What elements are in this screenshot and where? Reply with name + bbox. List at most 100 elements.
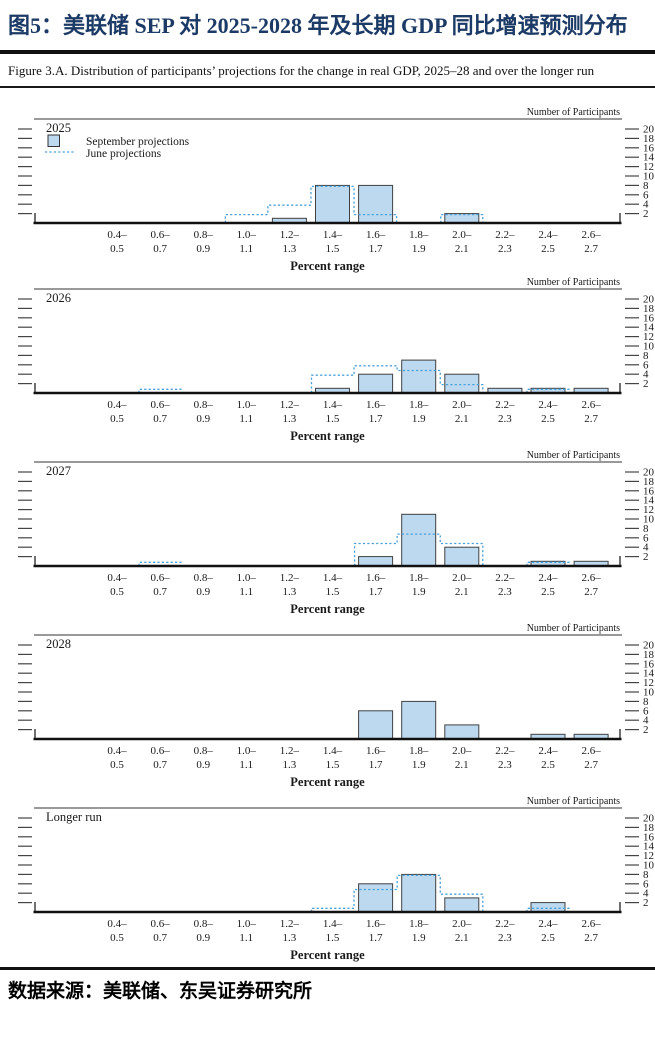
- chart-text: 18: [643, 476, 655, 488]
- data-source: 数据来源：美联储、东吴证券研究所: [8, 981, 313, 1002]
- chart-text: 0.6–: [150, 572, 170, 584]
- chart-text: 1.3: [283, 586, 297, 598]
- june-projections-line: [310, 874, 570, 912]
- chart-text: 1.6–: [366, 745, 386, 757]
- chart-text: Number of Participants: [527, 277, 620, 288]
- chart-text: 2.2–: [495, 918, 515, 930]
- chart-text: 2.7: [584, 932, 598, 944]
- chart-text: 1.0–: [237, 399, 257, 411]
- september-bars: [358, 513, 609, 567]
- bar-1.8–1.9: [401, 700, 437, 740]
- chart-text: 0.4–: [107, 918, 127, 930]
- chart-text: 10: [643, 514, 655, 526]
- chart-text: 2.6–: [581, 399, 601, 411]
- chart-text: 1.6–: [366, 229, 386, 241]
- chart-text: 2.7: [584, 243, 598, 255]
- chart-area: Number of Participants 2 4 6 8 10 12 14 16 18 20 0.…: [0, 88, 655, 967]
- chart-text: 1.2–: [280, 918, 300, 930]
- chart-text: 0.8–: [194, 399, 214, 411]
- chart-text: 1.7: [369, 243, 383, 255]
- chart-text: 2.4–: [538, 918, 558, 930]
- chart-text: Percent range: [290, 948, 365, 962]
- chart-text: September projections: [86, 136, 190, 148]
- chart-text: 2.1: [455, 759, 469, 771]
- chart-text: 2.2–: [495, 572, 515, 584]
- chart-text: 16: [643, 312, 655, 324]
- bar-2.0–2.1: [444, 546, 480, 567]
- chart-text: 4: [643, 715, 649, 727]
- chart-text: 1.4–: [323, 572, 343, 584]
- chart-text: 0.5: [110, 932, 124, 944]
- chart-text: 16: [643, 831, 655, 843]
- chart-text: 2: [643, 897, 649, 909]
- chart-text: 8: [643, 350, 649, 362]
- chart-text: 14: [643, 495, 655, 507]
- september-bars: [358, 873, 566, 913]
- chart-text: 1.6–: [366, 572, 386, 584]
- chart-text: 2: [643, 724, 649, 736]
- chart-text: 2.3: [498, 586, 512, 598]
- chart-text: 2.3: [498, 413, 512, 425]
- chart-text: 2.5: [541, 932, 555, 944]
- chart-text: 2.0–: [452, 918, 472, 930]
- chart-text: 0.5: [110, 759, 124, 771]
- chart-text: 8: [643, 180, 649, 192]
- chart-text: 2.6–: [581, 229, 601, 241]
- chart-text: 1.7: [369, 586, 383, 598]
- chart-text: 16: [643, 142, 655, 154]
- chart-text: 10: [643, 171, 655, 183]
- chart-text: 0.9: [196, 413, 210, 425]
- chart-text: 0.9: [196, 586, 210, 598]
- chart-text: 20: [643, 467, 655, 479]
- chart-text: 1.8–: [409, 745, 429, 757]
- chart-text: 2.3: [498, 932, 512, 944]
- chart-text: 1.5: [326, 413, 340, 425]
- chart-text: 1.3: [283, 243, 297, 255]
- chart-text: 0.4–: [107, 399, 127, 411]
- chart-text: 10: [643, 687, 655, 699]
- chart-text: 2026: [46, 291, 71, 305]
- chart-text: June projections: [86, 148, 162, 160]
- bar-1.6–1.7: [358, 184, 394, 224]
- chart-text: 0.9: [196, 759, 210, 771]
- chart-text: 2.1: [455, 243, 469, 255]
- chart-text: 2.1: [455, 932, 469, 944]
- chart-text: 1.5: [326, 586, 340, 598]
- page-title: 图5：美联储 SEP 对 2025-2028 年及长期 GDP 同比增速预测分布: [8, 13, 628, 38]
- chart-text: 1.8–: [409, 918, 429, 930]
- chart-text: 1.6–: [366, 399, 386, 411]
- chart-text: 1.9: [412, 586, 426, 598]
- chart-text: 2: [643, 208, 649, 220]
- chart-text: 2025: [46, 121, 71, 135]
- chart-text: Number of Participants: [527, 623, 620, 634]
- chart-text: 18: [643, 649, 655, 661]
- chart-text: 1.2–: [280, 399, 300, 411]
- chart-text: 0.8–: [194, 918, 214, 930]
- chart-text: 2.0–: [452, 572, 472, 584]
- chart-text: 4: [643, 888, 649, 900]
- chart-text: 1.4–: [323, 745, 343, 757]
- chart-text: 2027: [46, 464, 71, 478]
- bar-1.4–1.5: [315, 184, 350, 224]
- chart-text: 8: [643, 696, 649, 708]
- footer-divider: [0, 967, 655, 970]
- chart-text: 1.1: [239, 759, 253, 771]
- chart-text: 6: [643, 189, 649, 201]
- chart-text: 6: [643, 705, 649, 717]
- chart-text: Percent range: [290, 602, 365, 616]
- chart-text: 12: [643, 331, 654, 343]
- chart-text: 1.1: [239, 932, 253, 944]
- chart-text: 1.5: [326, 243, 340, 255]
- chart-text: 2.0–: [452, 745, 472, 757]
- chart-text: 20: [643, 124, 655, 136]
- chart-text: 1.1: [239, 413, 253, 425]
- chart-text: 1.4–: [323, 399, 343, 411]
- chart-text: 0.5: [110, 413, 124, 425]
- june-projections-line: [224, 185, 484, 223]
- chart-text: 1.3: [283, 759, 297, 771]
- chart-text: 1.7: [369, 759, 383, 771]
- chart-text: 2: [643, 378, 649, 390]
- chart-text: 2.0–: [452, 229, 472, 241]
